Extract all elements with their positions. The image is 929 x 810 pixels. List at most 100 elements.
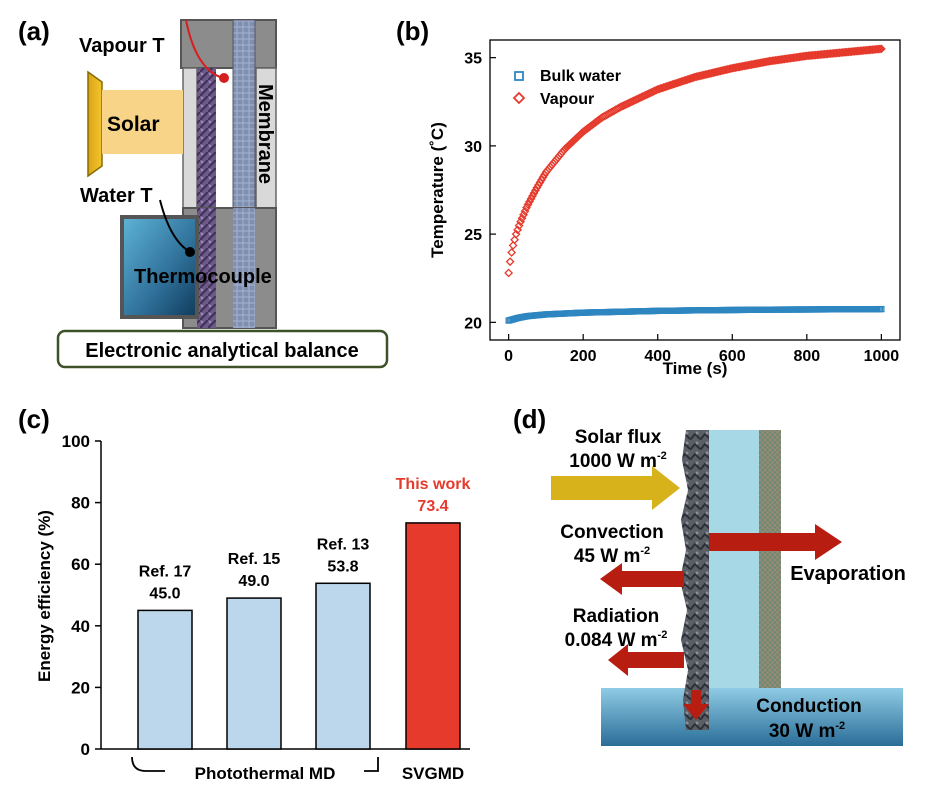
photothermal-absorber	[680, 430, 709, 730]
vapour-point	[529, 188, 539, 198]
vapour-point	[504, 268, 514, 278]
vapour-point	[675, 77, 685, 87]
y-tick-label: 35	[464, 51, 482, 68]
panel-b-label: (b)	[396, 16, 429, 46]
x-tick-label: 0	[504, 348, 513, 365]
vapour-point	[526, 194, 536, 204]
vapour-point	[531, 185, 540, 195]
vapour-point	[875, 44, 885, 54]
x-tick-label: 200	[570, 348, 597, 365]
vapour-point	[656, 84, 666, 93]
radiation-value: 0.084 W m-2	[565, 629, 668, 651]
legend-marker-bulk-water	[514, 71, 524, 81]
bar-reference-label: This work	[396, 476, 471, 493]
vapour-point	[671, 79, 681, 88]
radiation-label: Radiation	[573, 606, 660, 627]
panel-a: (a) Solar Vapour T Membrane Water T Ther…	[18, 16, 389, 369]
convection-arrow	[600, 563, 684, 595]
absorber-layer-lower	[197, 208, 216, 328]
bar-y-tick-label: 20	[71, 678, 90, 697]
photothermal-md-bracket	[131, 756, 379, 772]
vapour-point	[517, 213, 527, 223]
vapour-point	[519, 210, 528, 220]
bar-y-tick-label: 60	[71, 555, 90, 574]
conduction-arrow	[683, 690, 709, 720]
vapour-point	[678, 76, 688, 86]
vapour-point	[520, 206, 530, 216]
vapour-point	[525, 197, 534, 207]
convection-value: 45 W m-2	[574, 545, 650, 567]
bar-reference-label: Ref. 13	[317, 536, 370, 553]
vapour-point	[666, 80, 676, 90]
water-t-label: Water T	[80, 185, 153, 207]
scatter-x-axis-label: Time (s)	[663, 359, 728, 378]
vapour-point	[660, 82, 670, 92]
panel-a-label: (a)	[18, 16, 50, 46]
vapour-point	[659, 83, 669, 92]
balance-label: Electronic analytical balance	[85, 340, 358, 362]
y-tick-label: 25	[464, 227, 482, 244]
bar-4	[405, 522, 461, 750]
group-label-svgmd: SVGMD	[402, 764, 464, 783]
vapour-point	[674, 78, 684, 87]
vapour-point	[669, 79, 679, 89]
vapour-point	[657, 83, 667, 93]
vapour-point	[508, 240, 518, 250]
vapour-point	[537, 175, 546, 185]
thermocouple-label: Thermocouple	[134, 266, 272, 288]
scatter-plot-frame	[489, 39, 901, 341]
bulk-water-point	[878, 305, 885, 313]
vapour-point	[677, 77, 687, 86]
bar-3	[315, 582, 371, 750]
feed-water-pool	[601, 688, 903, 746]
x-tick-label: 600	[719, 348, 746, 365]
vapour-point	[680, 76, 689, 85]
scatter-ticks: 0 200 400 600 800 1000 20 25 30 35	[464, 51, 899, 365]
top-clamp-block	[180, 19, 277, 69]
vapour-point	[876, 44, 886, 54]
vapour-gap	[709, 430, 759, 688]
bar-1	[137, 609, 193, 750]
solar-beam	[102, 90, 183, 154]
radiation-arrow	[608, 644, 684, 676]
analytical-balance-box	[56, 329, 389, 369]
vapour-point	[510, 235, 520, 245]
bar-value-label: 45.0	[149, 585, 180, 602]
panel-c-label: (c)	[18, 404, 50, 434]
vapour-point	[662, 82, 672, 91]
bar-reference-label: Ref. 15	[228, 551, 281, 568]
bar-value-label: 49.0	[238, 573, 269, 590]
group-label-photothermal-md: Photothermal MD	[195, 764, 336, 783]
evaporation-label: Evaporation	[790, 563, 906, 585]
scatter-marks	[504, 44, 886, 324]
water-tank	[120, 215, 199, 319]
bar-y-axis-label: Energy efficiency (%)	[35, 510, 54, 682]
vapour-t-label: Vapour T	[79, 35, 165, 57]
convection-label: Convection	[560, 522, 663, 543]
y-tick-label: 20	[464, 315, 482, 332]
scatter-y-axis-label: Temperature (˚C)	[428, 122, 447, 258]
vapour-thermocouple-wire	[185, 19, 224, 79]
legend-marker-vapour	[512, 91, 526, 105]
x-tick-label: 400	[644, 348, 671, 365]
vapour-point	[873, 44, 883, 54]
membrane-label: Membrane	[254, 84, 276, 184]
bar-y-tick-label: 80	[71, 494, 90, 513]
vapour-point	[523, 200, 533, 209]
solar-flux-label: Solar flux	[575, 427, 662, 448]
evaporation-arrow	[709, 524, 842, 560]
vapour-point	[681, 75, 691, 85]
vapour-point	[528, 191, 537, 201]
bar-y-tick-label: 0	[81, 740, 90, 759]
membrane-strip-lower	[233, 208, 255, 328]
bar-marks: Ref. 17 45.0 Ref. 15 49.0 Ref. 13 53.8 This wo…	[137, 476, 471, 750]
vapour-point	[505, 257, 515, 267]
solar-label: Solar	[107, 113, 160, 136]
vapour-point	[535, 178, 545, 187]
solar-flux-value: 1000 W m-2	[569, 450, 666, 472]
y-tick-label: 30	[464, 139, 482, 156]
vapour-point	[654, 84, 664, 94]
legend-label-vapour: Vapour	[540, 91, 594, 108]
panel-d: (d) Solar flux 1000 W m-2 Convection 45 …	[513, 404, 906, 746]
